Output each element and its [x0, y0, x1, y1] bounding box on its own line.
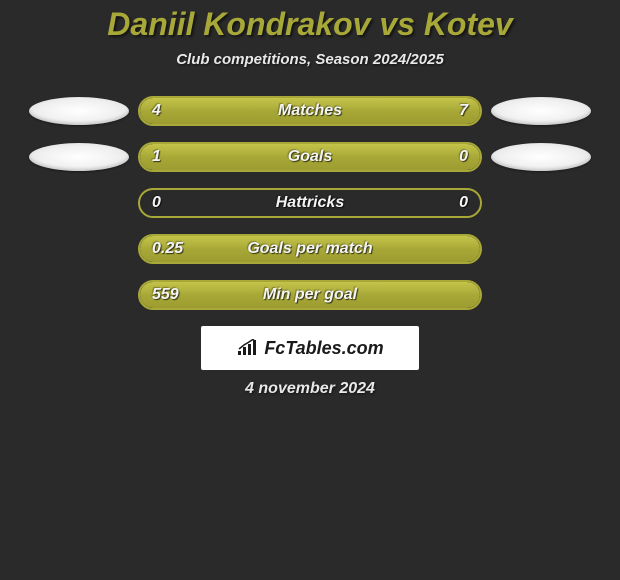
stat-row: 4Matches7	[0, 96, 620, 126]
stat-label: Goals per match	[140, 236, 480, 262]
stats-list: 4Matches71Goals00Hattricks00.25Goals per…	[0, 96, 620, 310]
stat-right-value: 0	[459, 190, 468, 216]
stat-row: 559Min per goal	[0, 280, 620, 310]
badge-ellipse	[29, 97, 129, 125]
badge-spacer	[482, 280, 592, 310]
badge-spacer	[28, 234, 138, 264]
stat-bar: 4Matches7	[138, 96, 482, 126]
logo: FcTables.com	[236, 338, 383, 359]
comparison-infographic: Daniil Kondrakov vs Kotev Club competiti…	[0, 0, 620, 398]
badge-spacer	[28, 280, 138, 310]
team-badge-left	[28, 96, 138, 126]
stat-right-value: 0	[459, 144, 468, 170]
badge-spacer	[28, 188, 138, 218]
chart-icon	[236, 339, 258, 357]
team-badge-right	[482, 96, 592, 126]
stat-bar: 559Min per goal	[138, 280, 482, 310]
date-line: 4 november 2024	[0, 380, 620, 398]
team-badge-right	[482, 142, 592, 172]
stat-right-value: 7	[459, 98, 468, 124]
stat-label: Min per goal	[140, 282, 480, 308]
page-title: Daniil Kondrakov vs Kotev	[0, 6, 620, 43]
stat-row: 0.25Goals per match	[0, 234, 620, 264]
badge-ellipse	[491, 143, 591, 171]
stat-bar: 1Goals0	[138, 142, 482, 172]
stat-label: Matches	[140, 98, 480, 124]
stat-bar: 0.25Goals per match	[138, 234, 482, 264]
stat-row: 0Hattricks0	[0, 188, 620, 218]
team-badge-left	[28, 142, 138, 172]
logo-text: FcTables.com	[264, 338, 383, 359]
stat-label: Goals	[140, 144, 480, 170]
stat-label: Hattricks	[140, 190, 480, 216]
subtitle: Club competitions, Season 2024/2025	[0, 51, 620, 68]
badge-ellipse	[29, 143, 129, 171]
logo-box: FcTables.com	[201, 326, 419, 370]
badge-spacer	[482, 234, 592, 264]
stat-row: 1Goals0	[0, 142, 620, 172]
badge-spacer	[482, 188, 592, 218]
stat-bar: 0Hattricks0	[138, 188, 482, 218]
badge-ellipse	[491, 97, 591, 125]
